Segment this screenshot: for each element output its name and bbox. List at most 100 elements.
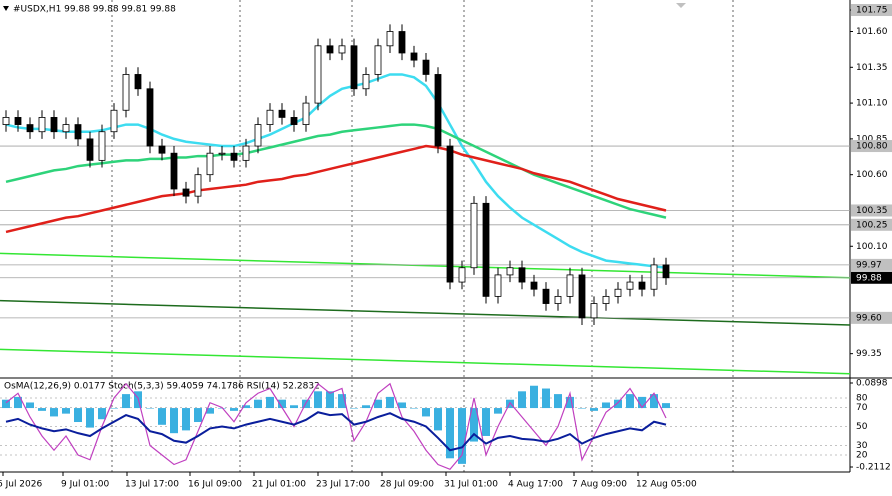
level-label-box	[851, 218, 892, 231]
level-label-box	[851, 258, 892, 271]
osma-bar	[266, 396, 274, 409]
candle-body	[314, 45, 322, 104]
level-label-box	[851, 140, 892, 153]
level-label: 100.35	[856, 206, 888, 216]
osma-bar	[410, 408, 418, 409]
osma-bar	[350, 408, 358, 409]
candle-body	[566, 274, 574, 297]
x-tick-label: 21 Jul 01:00	[252, 480, 306, 490]
rsi-line	[5, 411, 667, 452]
x-tick-label: 31 Jul 01:00	[444, 480, 498, 490]
osma-bar	[470, 408, 478, 442]
level-label: 100.80	[856, 142, 888, 152]
level-label-box	[851, 271, 892, 284]
osma-bar	[14, 396, 22, 409]
candle-body	[302, 102, 310, 125]
candle-body	[122, 74, 130, 111]
osma-bar	[290, 405, 298, 409]
trend-line	[0, 252, 851, 279]
x-tick-label: 4 Aug 17:00	[508, 480, 563, 490]
osma-bar	[254, 399, 262, 409]
candle-body	[74, 124, 82, 140]
y-tick-label: 99.35	[856, 349, 882, 359]
osma-tick-label: 0.0898	[856, 379, 888, 389]
osma-bar	[422, 408, 430, 417]
candle-body	[158, 145, 166, 154]
indicator-title: OsMA(12,26,9) 0.0177 Stoch(5,3,3) 59.405…	[4, 382, 320, 392]
candle-body	[458, 267, 466, 283]
osma-bar	[194, 408, 202, 423]
candle-body	[26, 124, 34, 133]
candle-body	[530, 281, 538, 290]
level-label: 99.97	[856, 260, 882, 270]
candle-body	[290, 117, 298, 125]
indicator-tick-label: 20	[856, 451, 868, 461]
osma-bar	[458, 408, 466, 464]
candle-body	[446, 145, 454, 283]
osma-bar	[518, 391, 526, 409]
osma-bar	[86, 408, 94, 428]
candle-body	[86, 138, 94, 161]
x-tick-label: 13 Jul 17:00	[125, 480, 179, 490]
osma-bar	[446, 408, 454, 459]
osma-bar	[110, 408, 118, 409]
x-tick-label: 7 Aug 09:00	[572, 480, 627, 490]
candle-body	[98, 131, 106, 161]
osma-bar	[62, 408, 70, 414]
candle-body	[350, 45, 358, 90]
osma-bar	[578, 408, 586, 409]
candle-body	[146, 88, 154, 147]
candle-body	[518, 267, 526, 283]
moving-average	[5, 144, 667, 234]
osma-bar	[482, 408, 490, 436]
osma-bar	[590, 408, 598, 411]
candle-body	[170, 152, 178, 190]
osma-bar	[26, 402, 34, 409]
osma-bar	[50, 408, 58, 417]
x-tick-label: 28 Jul 09:00	[380, 480, 434, 490]
candle-body	[38, 117, 46, 133]
osma-bar	[398, 402, 406, 409]
y-tick-label: 100.60	[856, 170, 888, 180]
osma-bar	[602, 402, 610, 409]
shift-marker	[676, 3, 686, 8]
level-label: 100.25	[856, 220, 888, 230]
candle-body	[470, 202, 478, 269]
candle-body	[338, 45, 346, 54]
indicator-tick-label: 70	[856, 403, 868, 413]
osma-bar	[530, 385, 538, 409]
y-tick-box	[851, 4, 892, 17]
candle-body	[542, 288, 550, 304]
osma-bar	[230, 408, 238, 411]
menu-triangle	[3, 6, 9, 11]
level-label: 99.60	[856, 313, 882, 323]
y-tick-label: 101.75	[856, 6, 888, 16]
candle-body	[278, 109, 286, 118]
candle-body	[506, 267, 514, 276]
candle-body	[182, 188, 190, 197]
x-tick-label: 12 Aug 05:00	[636, 480, 697, 490]
vertical-grid	[111, 0, 734, 472]
candle-body	[206, 152, 214, 176]
trend-line	[0, 348, 851, 375]
moving-average	[5, 123, 667, 219]
candle-body	[398, 31, 406, 54]
candle-body	[254, 124, 262, 147]
osma-bar	[326, 391, 334, 409]
osma-bar	[146, 408, 154, 409]
candle-body	[194, 174, 202, 197]
indicator-tick-label: 30	[856, 441, 868, 451]
osma-bar	[158, 408, 166, 425]
osma-bar	[386, 396, 394, 409]
candle-body	[614, 288, 622, 297]
candle-body	[2, 117, 10, 125]
indicator-tick-label: 80	[856, 394, 868, 404]
osma-bar	[122, 394, 130, 409]
osma-bar	[182, 408, 190, 431]
candle-body	[386, 31, 394, 47]
y-tick-label: 101.60	[856, 27, 888, 37]
osma-bar	[2, 399, 10, 409]
candle-body	[494, 274, 502, 297]
candle-body	[590, 303, 598, 319]
